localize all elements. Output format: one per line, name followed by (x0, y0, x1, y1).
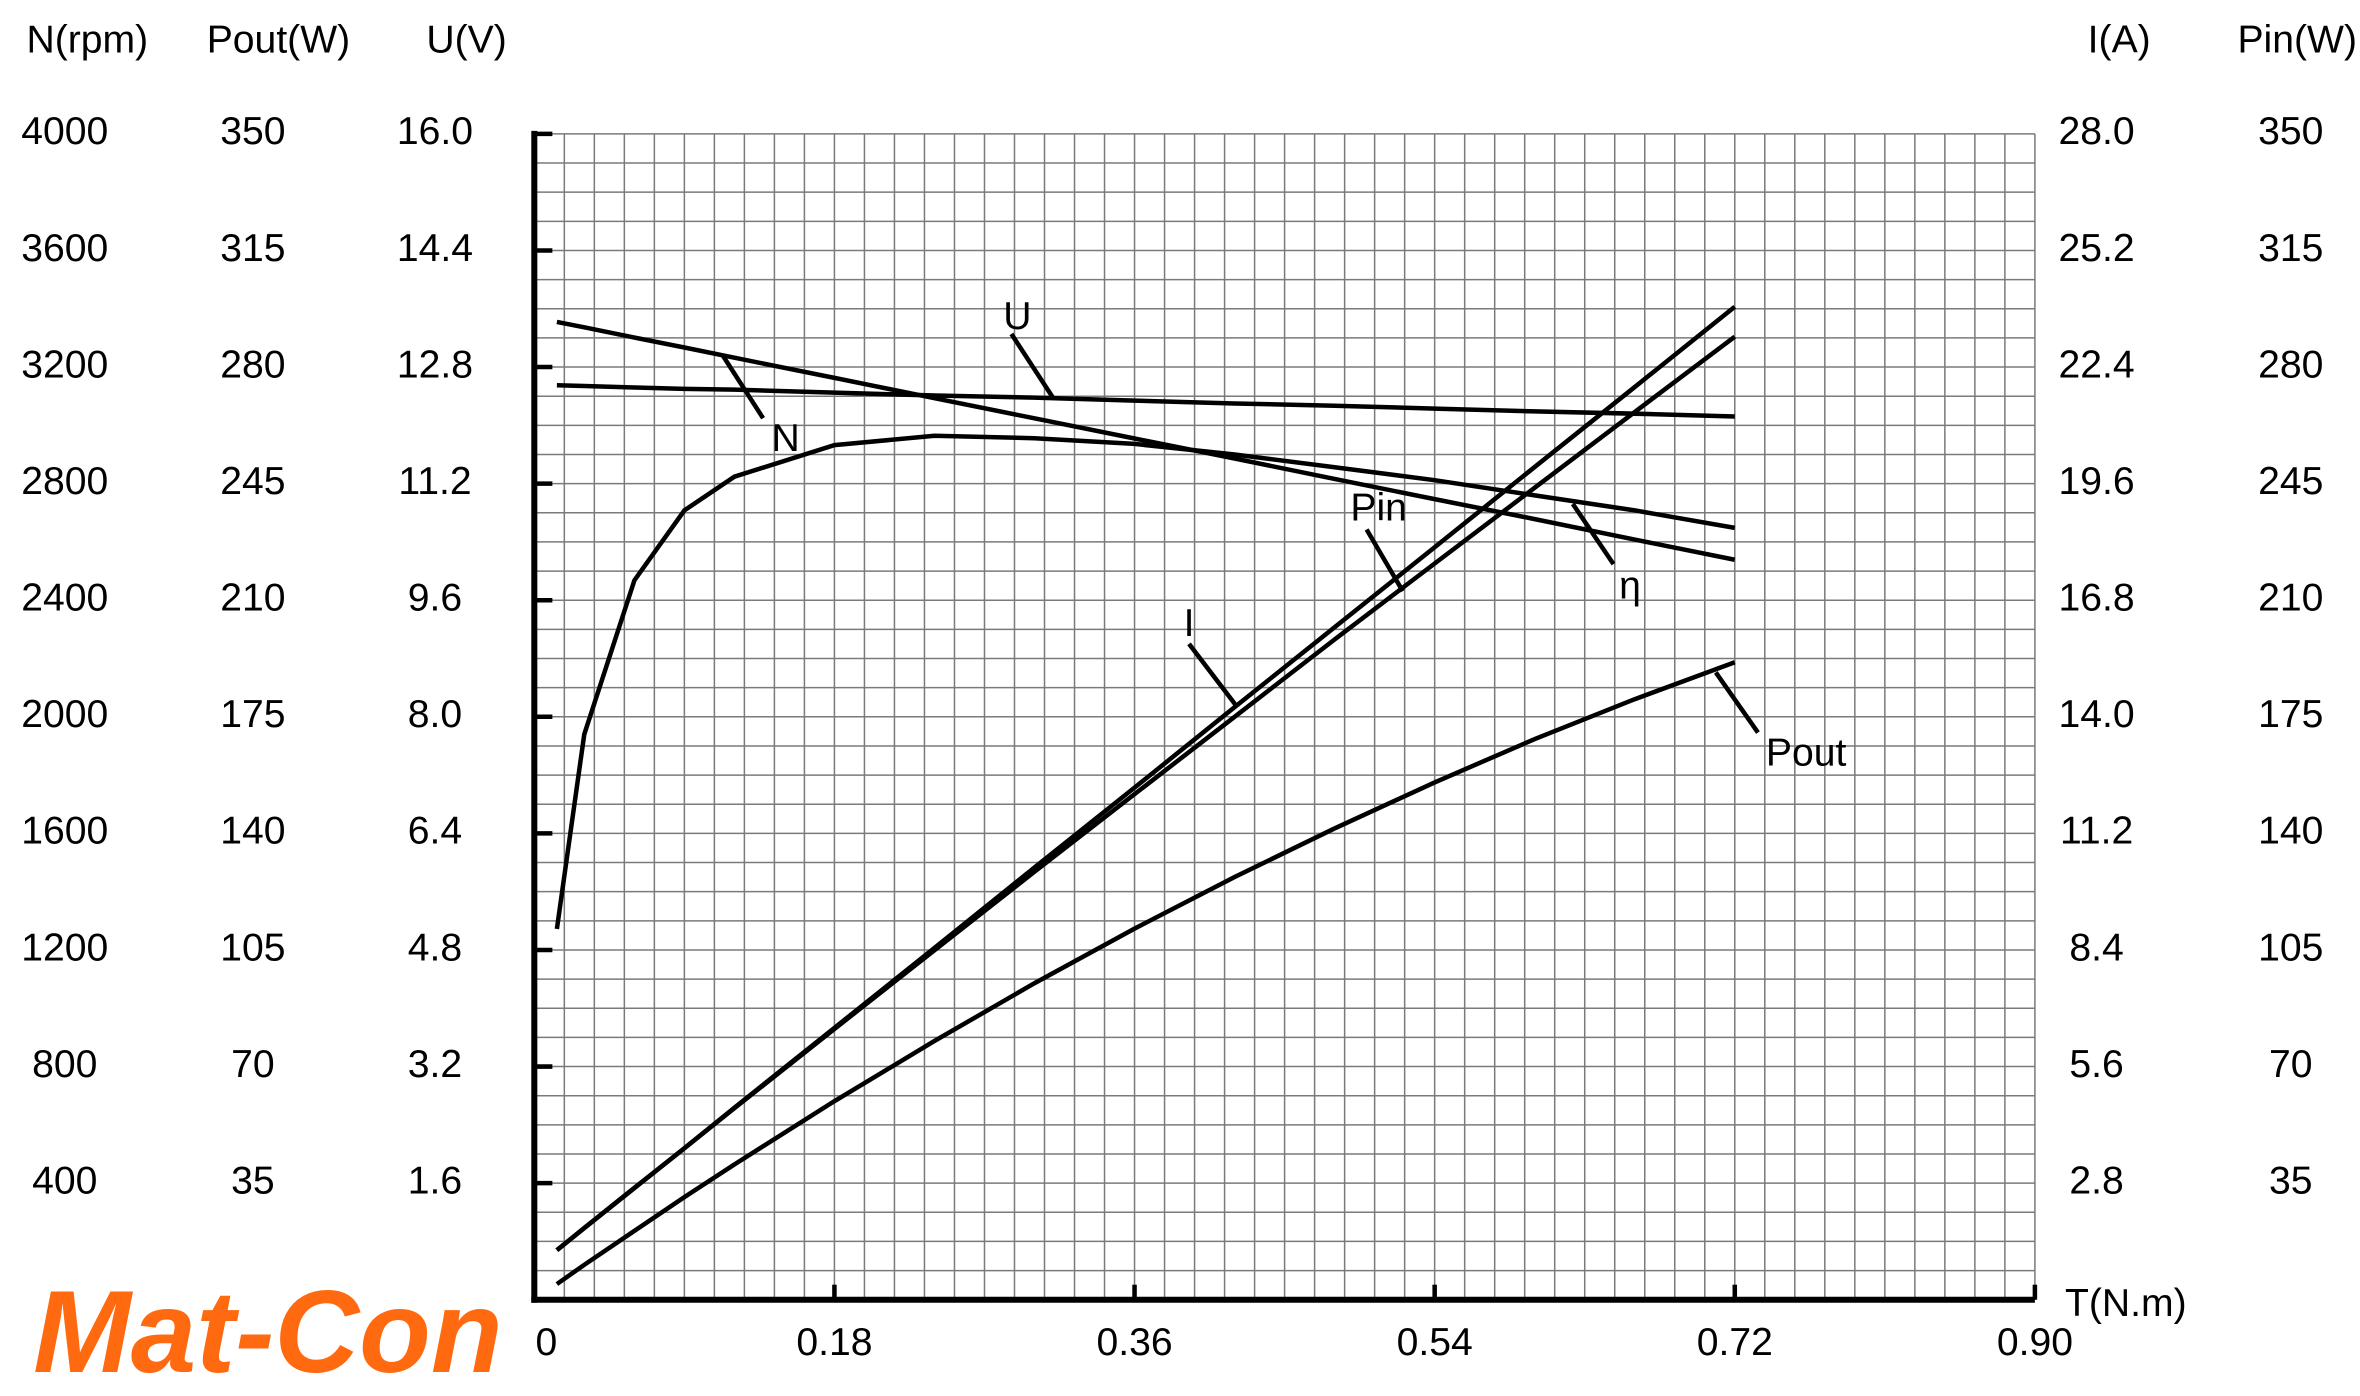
series-line (556, 319, 1736, 562)
y-tick-label: 2400 (21, 577, 108, 620)
y-tick-label: 11.2 (2060, 810, 2133, 853)
y-tick-label: 245 (220, 460, 285, 503)
y-tick-label: 315 (2258, 227, 2323, 270)
y-tick-label: 280 (2258, 343, 2323, 386)
y-tick-label: 140 (220, 810, 285, 853)
label-leader (1570, 502, 1616, 566)
y-tick-label: 25.2 (2059, 227, 2135, 270)
label-leader (1009, 332, 1056, 400)
y-tick-label: 8.0 (408, 693, 462, 736)
series-line (556, 382, 1735, 419)
y-tick-label: 175 (2258, 693, 2323, 736)
y-tick-label: 315 (220, 227, 285, 270)
y-tick-label: 4000 (21, 110, 108, 153)
y-tick-label: 1600 (21, 810, 108, 853)
series-line (555, 304, 1737, 1252)
y-tick-label: 1.6 (408, 1159, 462, 1202)
y-tick-label: 3.2 (408, 1043, 462, 1086)
y-tick-label: 28.0 (2059, 110, 2135, 153)
x-tick-label: 0.90 (1997, 1321, 2073, 1364)
y-tick-label: 14.0 (2059, 693, 2135, 736)
y-tick-label: 16.8 (2059, 577, 2135, 620)
y-tick-label: 175 (220, 693, 285, 736)
label-leader (1364, 528, 1405, 593)
y-tick-label: 3600 (21, 227, 108, 270)
series-label: N (772, 417, 800, 460)
y-axis-title: U(V) (426, 18, 506, 61)
y-axis-title: Pin(W) (2237, 18, 2357, 61)
y-tick-label: 245 (2258, 460, 2323, 503)
y-tick-label: 2.8 (2069, 1159, 2123, 1202)
y-tick-label: 140 (2258, 810, 2323, 853)
y-tick-label: 2800 (21, 460, 108, 503)
x-tick-label: 0.72 (1697, 1321, 1773, 1364)
y-tick-label: 350 (220, 110, 285, 153)
y-tick-label: 8.4 (2069, 926, 2123, 969)
y-tick-label: 210 (2258, 577, 2323, 620)
label-leader (1713, 671, 1760, 734)
y-tick-label: 1200 (21, 926, 108, 969)
y-tick-label: 70 (231, 1043, 275, 1086)
series-line (554, 433, 1736, 930)
series-label: Pin (1350, 486, 1407, 529)
label-leader (720, 353, 765, 420)
y-tick-label: 800 (32, 1043, 97, 1086)
series-line (555, 334, 1737, 1252)
x-tick-label: 0.54 (1397, 1321, 1473, 1364)
logo: Mat-Con (33, 1266, 502, 1396)
y-tick-label: 210 (220, 577, 285, 620)
y-axis-title: N(rpm) (26, 18, 148, 61)
y-tick-label: 22.4 (2059, 343, 2135, 386)
series-label: U (1003, 295, 1031, 338)
y-tick-label: 350 (2258, 110, 2323, 153)
y-tick-label: 6.4 (408, 810, 462, 853)
y-tick-label: 12.8 (397, 343, 473, 386)
label-leader (1187, 642, 1239, 709)
series-label: η (1619, 565, 1641, 608)
y-tick-label: 19.6 (2059, 460, 2135, 503)
y-tick-label: 3200 (21, 343, 108, 386)
grid (533, 133, 2036, 1301)
y-axis-title: Pout(W) (207, 18, 350, 61)
y-tick-label: 9.6 (408, 577, 462, 620)
x-tick-label: 0.18 (796, 1321, 872, 1364)
y-tick-label: 14.4 (397, 227, 473, 270)
series-label: Pout (1766, 731, 1847, 774)
y-tick-label: 280 (220, 343, 285, 386)
series-line (555, 660, 1736, 1286)
y-tick-label: 70 (2269, 1043, 2313, 1086)
y-tick-label: 35 (2269, 1159, 2313, 1202)
x-tick-label: 0.36 (1096, 1321, 1172, 1364)
x-tick-label: 0 (535, 1321, 557, 1364)
y-tick-label: 105 (220, 926, 285, 969)
y-tick-label: 16.0 (397, 110, 473, 153)
x-axis-title: T(N.m) (2065, 1282, 2187, 1325)
y-tick-label: 4.8 (408, 926, 462, 969)
y-tick-label: 5.6 (2069, 1043, 2123, 1086)
y-tick-label: 11.2 (398, 460, 471, 503)
series-label: I (1184, 602, 1195, 645)
y-tick-label: 400 (32, 1159, 97, 1202)
y-tick-label: 2000 (21, 693, 108, 736)
y-tick-label: 105 (2258, 926, 2323, 969)
y-tick-label: 35 (231, 1159, 275, 1202)
y-axis-title: I(A) (2088, 18, 2151, 61)
